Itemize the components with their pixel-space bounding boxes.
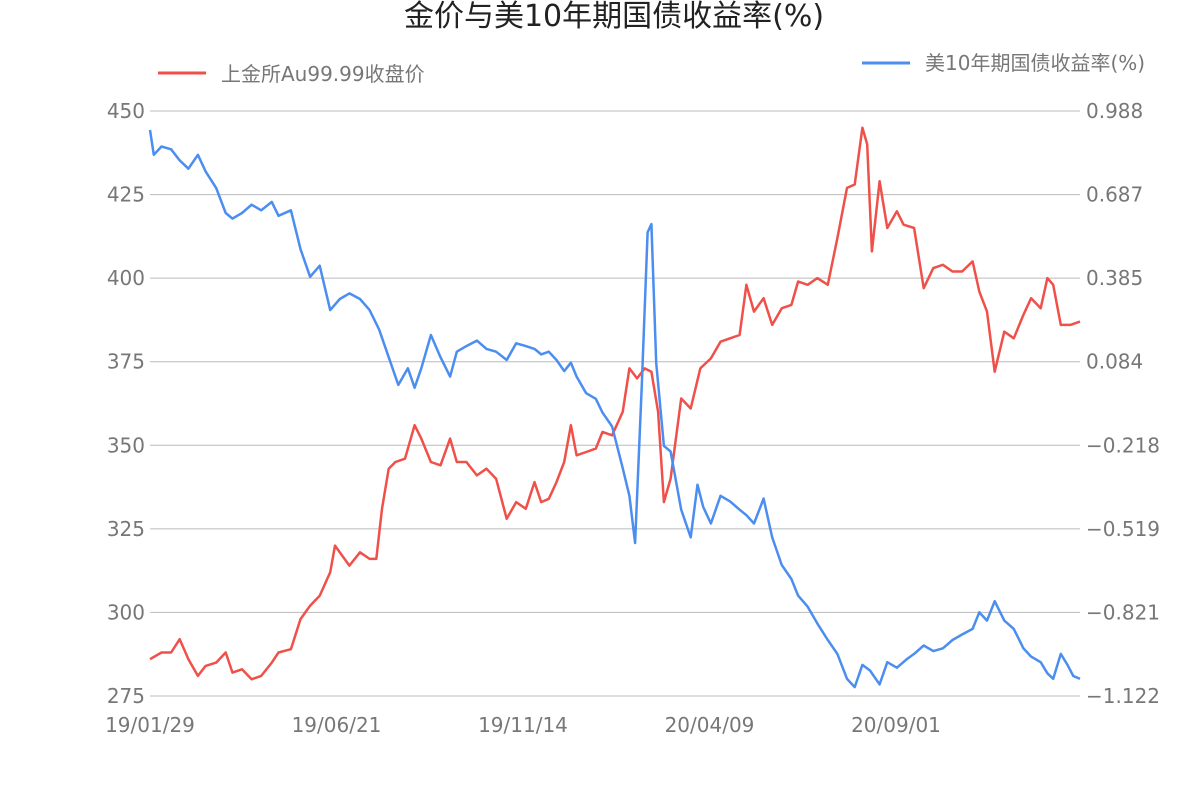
left-tick-label: 400 bbox=[107, 266, 145, 290]
right-axis: 0.988 0.687 0.385 0.084 −0.218 −0.519 −0.821 −1… bbox=[1086, 99, 1160, 708]
legend-gold: 上金所Au99.99收盘价 bbox=[158, 62, 425, 86]
series-group bbox=[148, 126, 1081, 689]
right-tick-label: −0.821 bbox=[1086, 600, 1160, 624]
x-tick-label: 19/01/29 bbox=[105, 713, 195, 737]
series-line-us10y-yield bbox=[148, 129, 1081, 689]
x-tick-label: 20/09/01 bbox=[851, 713, 941, 737]
left-tick-label: 450 bbox=[107, 99, 145, 123]
left-tick-label: 350 bbox=[107, 433, 145, 457]
left-tick-label: 425 bbox=[107, 183, 145, 207]
x-tick-label: 19/11/14 bbox=[478, 713, 568, 737]
right-tick-label: −0.218 bbox=[1086, 433, 1160, 457]
right-tick-label: 0.385 bbox=[1086, 266, 1143, 290]
left-tick-label: 375 bbox=[107, 350, 145, 374]
x-axis: 19/01/29 19/06/21 19/11/14 20/04/09 20/09/01 bbox=[105, 713, 941, 737]
series-line-gold-price bbox=[149, 126, 1081, 681]
right-tick-label: 0.687 bbox=[1086, 183, 1143, 207]
left-axis: 450 425 400 375 350 325 300 275 bbox=[107, 99, 145, 708]
legend-gold-label: 上金所Au99.99收盘价 bbox=[221, 62, 425, 86]
grid-lines bbox=[150, 110, 1080, 697]
left-tick-label: 275 bbox=[107, 684, 145, 708]
x-tick-label: 20/04/09 bbox=[665, 713, 755, 737]
right-tick-label: −0.519 bbox=[1086, 517, 1160, 541]
right-tick-label: 0.988 bbox=[1086, 99, 1143, 123]
legend-yield-label: 美10年期国债收益率(%) bbox=[925, 51, 1145, 75]
right-tick-label: 0.084 bbox=[1086, 350, 1143, 374]
chart-title: 金价与美10年期国债收益率(%) bbox=[404, 0, 824, 34]
x-tick-label: 19/06/21 bbox=[292, 713, 382, 737]
legend-yield: 美10年期国债收益率(%) bbox=[862, 51, 1145, 75]
left-tick-label: 325 bbox=[107, 517, 145, 541]
left-tick-label: 300 bbox=[107, 600, 145, 624]
right-tick-label: −1.122 bbox=[1086, 684, 1160, 708]
